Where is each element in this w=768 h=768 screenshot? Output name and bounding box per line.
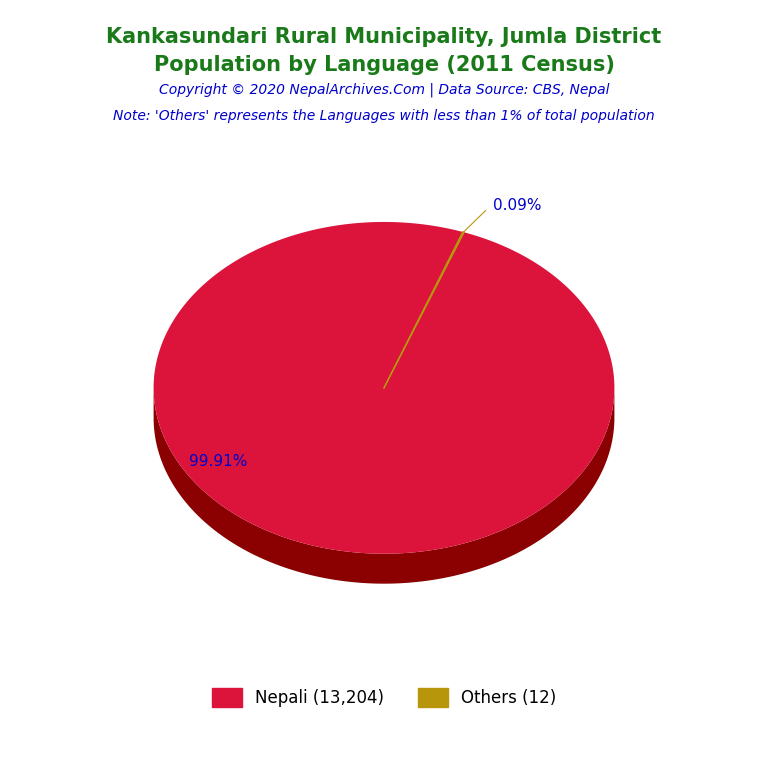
Polygon shape — [384, 232, 464, 388]
Polygon shape — [154, 222, 614, 554]
Text: 99.91%: 99.91% — [189, 454, 247, 469]
Text: Copyright © 2020 NepalArchives.Com | Data Source: CBS, Nepal: Copyright © 2020 NepalArchives.Com | Dat… — [159, 82, 609, 97]
Legend: Nepali (13,204), Others (12): Nepali (13,204), Others (12) — [205, 681, 563, 713]
Text: Population by Language (2011 Census): Population by Language (2011 Census) — [154, 55, 614, 75]
Text: 0.09%: 0.09% — [492, 198, 541, 214]
Text: Note: 'Others' represents the Languages with less than 1% of total population: Note: 'Others' represents the Languages … — [113, 109, 655, 123]
Text: Kankasundari Rural Municipality, Jumla District: Kankasundari Rural Municipality, Jumla D… — [107, 27, 661, 47]
Polygon shape — [154, 388, 614, 584]
